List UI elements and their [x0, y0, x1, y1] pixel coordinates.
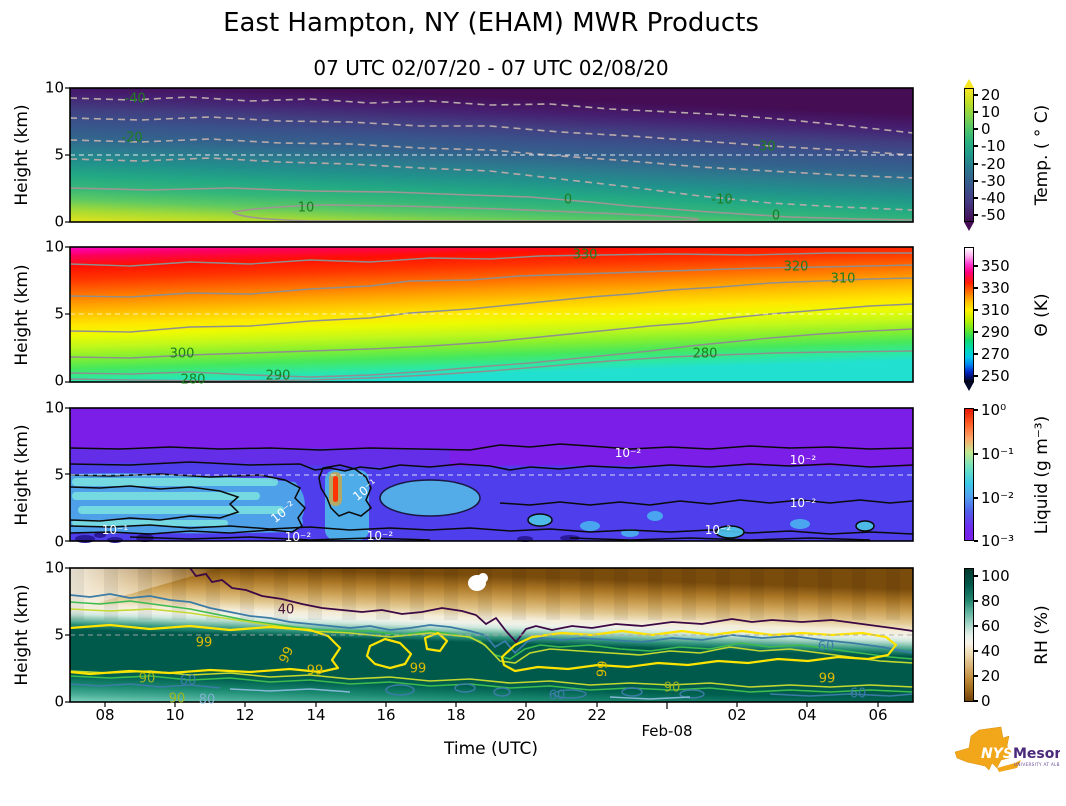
colorbar-arrow-top [964, 79, 974, 88]
y-tick-label: 5 [54, 145, 64, 164]
nys-mesonet-logo: NYS Mesonet UNIVERSITY AT ALBANY [954, 726, 1060, 772]
x-tick-label: 02 [727, 706, 747, 724]
x-tick-label: 16 [376, 706, 396, 724]
date-label: Feb-08 [641, 722, 693, 740]
y-tick-label: 5 [54, 465, 64, 484]
panel-liquid: Height (km) 10 5 0 [0, 400, 1066, 549]
colorbar-gradient [964, 408, 974, 541]
colorbar-tick: 100 [974, 568, 1010, 583]
x-tick-label: 08 [95, 706, 115, 724]
colorbar-gradient [964, 568, 974, 702]
colorbar-tick: 290 [974, 324, 1010, 339]
colorbar-tick: 330 [974, 280, 1010, 295]
liquid-heatmap [65, 407, 914, 543]
y-axis-label: Height (km) [12, 584, 32, 686]
colorbar-unit-label: Θ (K) [1032, 292, 1052, 337]
colorbar-tick: 10⁻¹ [974, 446, 1014, 461]
colorbar-tick: 350 [974, 258, 1010, 273]
y-tick-label: 10 [44, 558, 64, 577]
x-axis-label: Time (UTC) [444, 739, 538, 759]
colorbar-unit-label: Temp. ( ° C) [1032, 104, 1052, 206]
y-ticks: 10 5 0 [0, 239, 70, 388]
temperature-heatmap [65, 87, 914, 223]
y-tick-label: 10 [44, 237, 64, 256]
colorbar-tick: 40 [974, 643, 1000, 658]
ny-state-icon [954, 726, 1012, 771]
colorbar-arrow-bottom [964, 222, 974, 231]
colorbar-tick: 80 [974, 593, 1000, 608]
colorbar-gradient [964, 88, 974, 222]
y-axis-label: Height (km) [12, 423, 32, 526]
temperature-colorbar: 20 10 0 -10 -20 -30 -40 -50 Temp. ( ° C) [964, 79, 1064, 231]
logo-subtext: UNIVERSITY AT ALBANY [1014, 762, 1060, 767]
theta-colorbar: 350 330 310 290 270 250 Θ (K) [964, 238, 1064, 391]
rh-colorbar: 100 80 60 40 20 0 RH (%) [964, 568, 1064, 708]
colorbar-tick: 20 [974, 668, 1000, 683]
y-axis-label: Height (km) [12, 104, 32, 206]
y-tick-label: 5 [54, 304, 64, 323]
y-tick-label: 0 [54, 212, 64, 231]
y-tick-label: 5 [54, 625, 64, 644]
colorbar-arrow-top [964, 238, 974, 247]
x-tick-label: 12 [235, 706, 255, 724]
colorbar-tick: 250 [974, 368, 1010, 383]
colorbar-unit-label: RH (%) [1032, 605, 1052, 665]
colorbar-tick: 270 [974, 346, 1010, 361]
logo-nys-text: NYS [981, 746, 1013, 762]
colorbar-tick: 60 [974, 618, 1000, 633]
y-tick-label: 0 [54, 532, 64, 551]
colorbar-tick: 310 [974, 302, 1010, 317]
theta-heatmap [65, 246, 914, 383]
x-tick-label: 06 [868, 706, 888, 724]
colorbar-tick: 10⁰ [974, 402, 1006, 417]
y-tick-label: 10 [44, 398, 64, 417]
colorbar-tick: 20 [974, 87, 1000, 102]
long-island-icon [997, 760, 1021, 772]
colorbar-tick: -40 [974, 190, 1006, 205]
colorbar-tick: -50 [974, 207, 1006, 222]
y-tick-label: 10 [44, 78, 64, 97]
colorbar-tick: 10⁻³ [974, 533, 1014, 548]
colorbar-tick: -30 [974, 173, 1006, 188]
panel-rh: Height (km) 10 5 0 [0, 560, 1066, 709]
panel-temperature: Height (km) 10 5 0 [0, 79, 1066, 231]
colorbar-arrow-bottom [964, 382, 974, 391]
y-tick-label: 0 [54, 371, 64, 390]
x-tick-label: 20 [516, 706, 536, 724]
colorbar-tick: -10 [974, 138, 1006, 153]
y-ticks: 10 5 0 [0, 560, 70, 709]
colorbar-unit-label: Liquid (g m⁻³) [1032, 415, 1052, 534]
time-range-subtitle: 07 UTC 02/07/20 - 07 UTC 02/08/20 [313, 56, 669, 80]
colorbar-tick: 0 [974, 693, 991, 708]
y-tick-label: 0 [54, 692, 64, 711]
page-title: East Hampton, NY (EHAM) MWR Products [223, 8, 759, 38]
liquid-colorbar: 10⁰ 10⁻¹ 10⁻² 10⁻³ Liquid (g m⁻³) [964, 402, 1064, 548]
colorbar-tick: 10 [974, 104, 1000, 119]
colorbar-tick: 0 [974, 121, 991, 136]
y-ticks: 10 5 0 [0, 400, 70, 549]
x-tick-label: 04 [797, 706, 817, 724]
x-tick-label: 14 [306, 706, 326, 724]
x-tick-label: 22 [587, 706, 607, 724]
colorbar-tick: 10⁻² [974, 490, 1014, 505]
x-tick-label: 10 [165, 706, 185, 724]
x-tick-label: 18 [446, 706, 466, 724]
logo-mesonet-text: Mesonet [1013, 746, 1060, 762]
panel-theta: Height (km) 10 5 0 [0, 238, 1066, 391]
y-axis-label: Height (km) [12, 263, 32, 366]
rh-heatmap [65, 567, 914, 709]
y-ticks: 10 5 0 [0, 80, 70, 229]
colorbar-gradient [964, 247, 974, 382]
colorbar-tick: -20 [974, 156, 1006, 171]
